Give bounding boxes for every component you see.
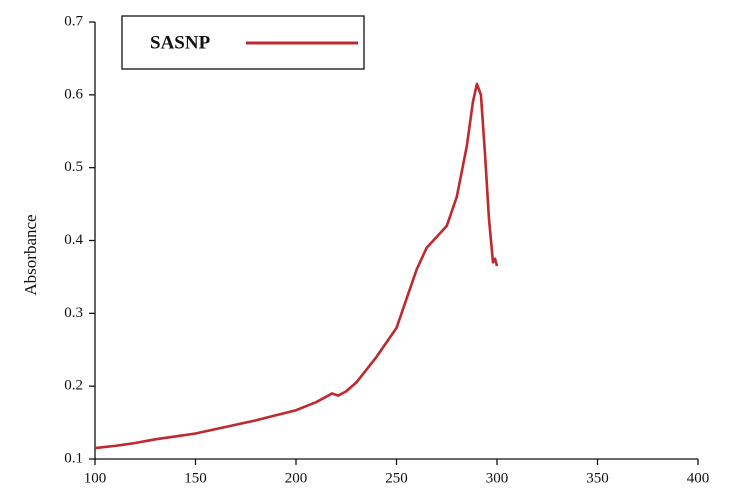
y-tick-label: 0.4	[64, 232, 83, 248]
x-tick-label: 200	[285, 470, 308, 486]
y-tick-label: 0.7	[64, 13, 83, 29]
x-tick-label: 350	[586, 470, 609, 486]
y-tick-label: 0.6	[64, 86, 83, 102]
x-tick-label: 300	[486, 470, 509, 486]
y-tick-label: 0.2	[64, 378, 83, 394]
y-tick-label: 0.1	[64, 450, 83, 466]
x-tick-label: 400	[687, 470, 710, 486]
legend-label: SASNP	[150, 32, 211, 53]
line	[94, 82, 499, 450]
x-tick-label: 100	[84, 470, 107, 486]
y-tick-label: 0.3	[64, 305, 83, 321]
x-tick-label: 150	[184, 470, 207, 486]
y-axis-label: Absorbance	[21, 214, 40, 295]
x-tick-label: 250	[385, 470, 408, 486]
y-tick-label: 0.5	[64, 159, 83, 175]
